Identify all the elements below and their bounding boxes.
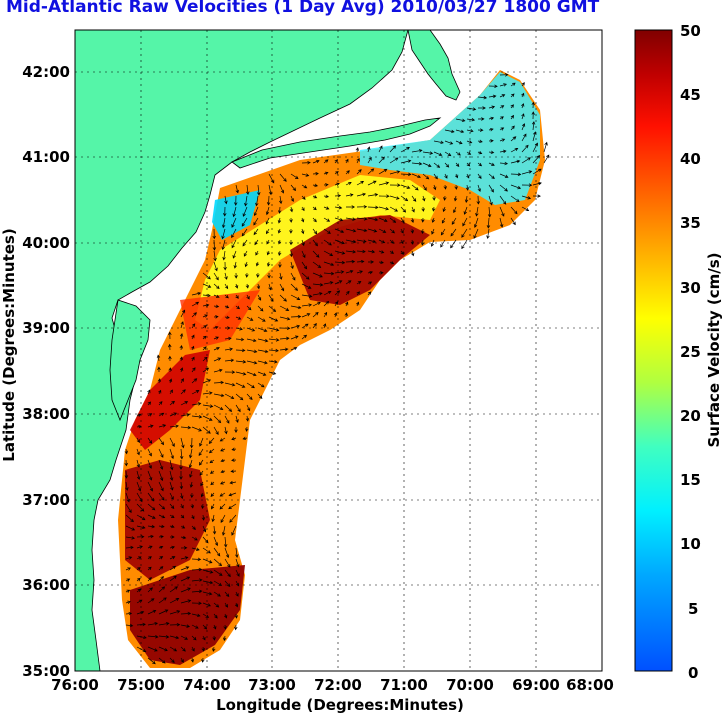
colorbar-tick-label: 15 [680, 471, 701, 489]
x-tick-label: 76:00 [51, 676, 99, 694]
y-tick-label: 35:00 [22, 662, 70, 680]
y-tick-label: 36:00 [22, 576, 70, 594]
y-tick-label: 37:00 [22, 491, 70, 509]
x-tick-label: 73:00 [248, 676, 296, 694]
y-tick-label: 39:00 [22, 319, 70, 337]
colorbar-tick-label: 0 [688, 664, 698, 682]
map-frame [74, 29, 603, 672]
x-tick-label: 70:00 [446, 676, 494, 694]
y-tick-label: 40:00 [22, 234, 70, 252]
colorbar-tick-label: 50 [680, 22, 701, 40]
x-tick-label: 74:00 [183, 676, 231, 694]
colorbar-tick-label: 30 [680, 279, 701, 297]
colorbar-tick-label: 45 [680, 86, 701, 104]
velocity-arrow-field [124, 73, 550, 665]
land-cape-cod [407, 30, 461, 101]
land-long-island [231, 117, 442, 169]
grid-lines [75, 30, 602, 671]
y-tick-label: 42:00 [22, 63, 70, 81]
colorbar-label: Surface Velocity (cm/s) [705, 252, 723, 447]
colorbar-tick-label: 35 [680, 214, 701, 232]
colorbar [634, 29, 673, 672]
x-tick-label: 75:00 [117, 676, 165, 694]
velocity-arrows [124, 73, 550, 665]
x-axis-label: Longitude (Degrees:Minutes) [216, 696, 464, 714]
x-tick-label: 72:00 [314, 676, 362, 694]
colorbar-tick-label: 40 [680, 150, 701, 168]
y-tick-label: 38:00 [22, 405, 70, 423]
x-tick-label: 69:00 [512, 676, 560, 694]
y-tick-label: 41:00 [22, 148, 70, 166]
colorbar-tick-label: 20 [680, 407, 701, 425]
colorbar-tick-label: 5 [688, 600, 698, 618]
land-delmarva [109, 299, 151, 422]
x-tick-label: 71:00 [380, 676, 428, 694]
y-axis-label: Latitude (Degrees:Minutes) [0, 228, 18, 461]
map-title: Mid-Atlantic Raw Velocities (1 Day Avg) … [6, 0, 600, 17]
x-tick-label: 68:00 [566, 676, 614, 694]
land-mainland [75, 30, 409, 671]
colorbar-tick-label: 10 [680, 535, 701, 553]
colorbar-tick-label: 25 [680, 343, 701, 361]
